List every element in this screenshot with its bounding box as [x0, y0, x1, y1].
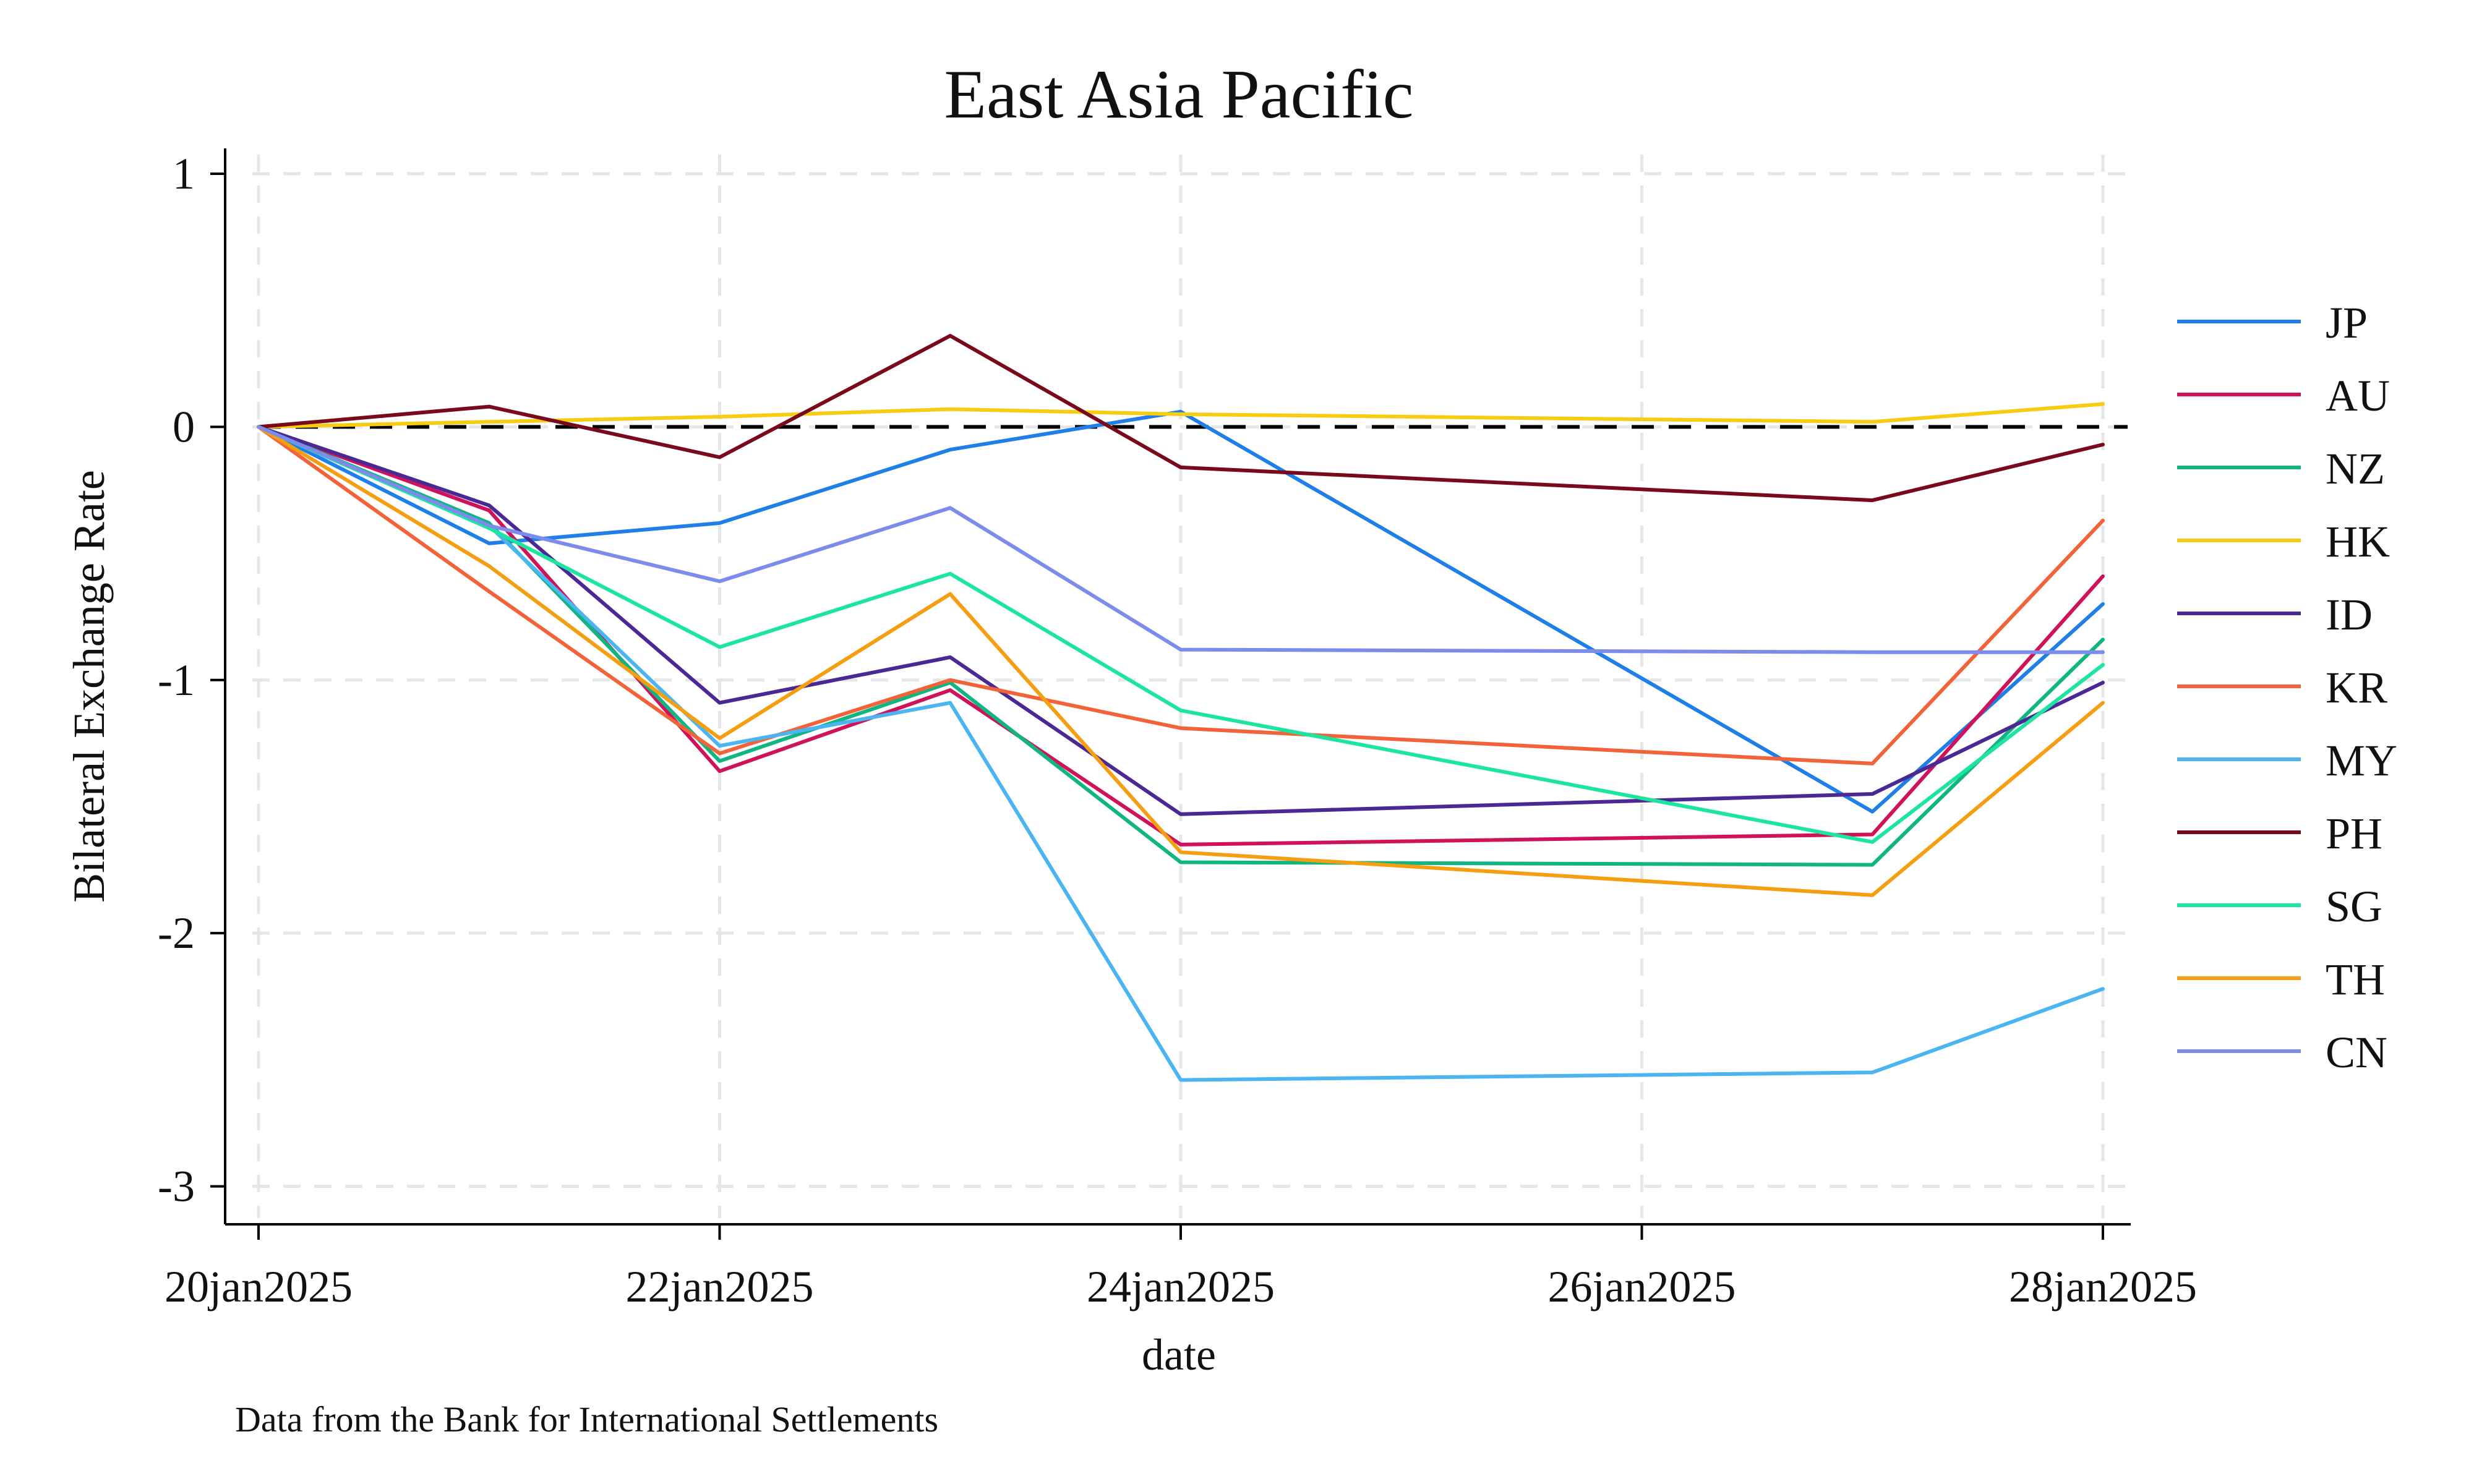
x-tick-label: 24jan2025	[1087, 1262, 1275, 1311]
legend-label-cn: CN	[2326, 1028, 2387, 1077]
legend-label-ph: PH	[2326, 809, 2382, 858]
legend-label-au: AU	[2326, 371, 2390, 420]
x-tick-label: 26jan2025	[1548, 1262, 1736, 1311]
axes	[224, 148, 2131, 1226]
y-tick-label: -1	[158, 655, 195, 705]
y-axis-title: Bilateral Exchange Rate	[64, 470, 114, 903]
x-tick-label: 20jan2025	[165, 1262, 353, 1311]
series-line-cn	[257, 425, 2105, 654]
legend-label-my: MY	[2326, 736, 2397, 785]
x-axis-title: date	[1142, 1330, 1216, 1380]
x-tick-label: 28jan2025	[2009, 1262, 2197, 1311]
legend: JP AU NZ HK ID KR MY PH SG TH CN	[2177, 298, 2397, 1077]
y-tick-label: -3	[158, 1162, 195, 1211]
x-ticks: 20jan2025 22jan2025 24jan2025 26jan2025 28ja…	[165, 1224, 2197, 1311]
legend-label-id: ID	[2326, 590, 2373, 639]
series-line-jp	[257, 409, 2105, 814]
legend-label-nz: NZ	[2326, 444, 2385, 493]
series-line-ph	[257, 334, 2105, 503]
series-line-au	[257, 425, 2105, 846]
series-lines	[257, 334, 2105, 1082]
series-line-id	[257, 425, 2105, 816]
series-line-nz	[257, 425, 2105, 867]
y-ticks: 1 0 -1 -2 -3	[158, 149, 225, 1211]
series-line-sg	[257, 425, 2105, 844]
y-tick-label: -2	[158, 908, 195, 958]
x-tick-label: 22jan2025	[626, 1262, 814, 1311]
y-tick-label: 1	[173, 149, 195, 198]
legend-label-kr: KR	[2326, 663, 2387, 712]
legend-label-jp: JP	[2326, 298, 2368, 348]
legend-label-hk: HK	[2326, 517, 2390, 566]
series-line-th	[257, 425, 2105, 897]
source-note: Data from the Bank for International Set…	[235, 1399, 938, 1439]
legend-label-th: TH	[2326, 955, 2385, 1004]
series-line-hk	[257, 402, 2105, 429]
y-tick-label: 0	[173, 402, 195, 451]
chart-title: East Asia Pacific	[944, 56, 1414, 133]
legend-label-sg: SG	[2326, 882, 2382, 931]
series-line-kr	[257, 425, 2105, 765]
